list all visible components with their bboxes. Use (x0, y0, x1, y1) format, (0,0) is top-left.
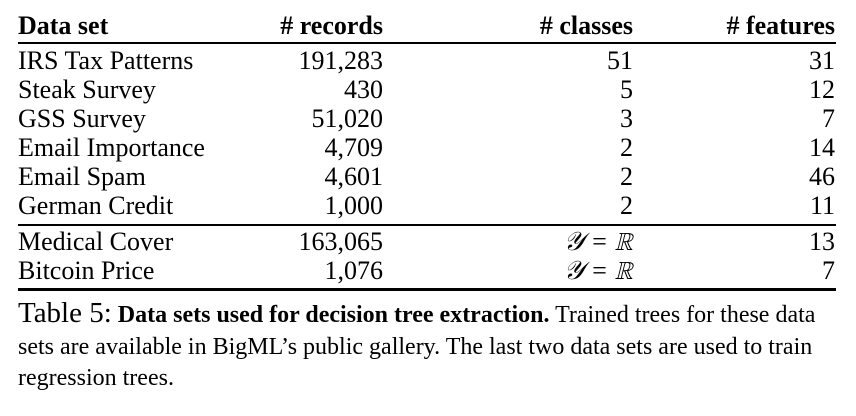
cell-data-set: IRS Tax Patterns (18, 46, 194, 75)
cell-features: 7 (822, 256, 835, 285)
caption-label: Table 5: (18, 297, 112, 329)
table-row: Bitcoin Price 1,076 𝒴 = ℝ 7 (18, 256, 836, 285)
cell-records: 430 (344, 75, 383, 104)
cell-features: 12 (809, 75, 835, 104)
cell-features: 14 (809, 133, 835, 162)
caption-text: Trained trees for these data sets are av… (18, 302, 816, 391)
cell-classes: 𝒴 = ℝ (563, 227, 633, 256)
cell-data-set: Bitcoin Price (18, 256, 155, 285)
table-row: Medical Cover 163,065 𝒴 = ℝ 13 (18, 227, 836, 256)
header-features: # features (726, 11, 835, 40)
cell-features: 31 (809, 46, 835, 75)
table-row: German Credit 1,000 2 11 (18, 191, 836, 220)
cell-data-set: Medical Cover (18, 227, 174, 256)
cell-classes: 2 (620, 133, 633, 162)
cell-records: 1,076 (324, 256, 384, 285)
cell-data-set: Steak Survey (18, 75, 156, 104)
cell-features: 7 (822, 104, 835, 133)
cell-features: 13 (809, 227, 835, 256)
cell-data-set: GSS Survey (18, 104, 146, 133)
table-caption: Table 5: Data sets used for decision tre… (18, 297, 838, 395)
header-rule (18, 42, 836, 44)
table-row: IRS Tax Patterns 191,283 51 31 (18, 46, 836, 75)
header-records: # records (280, 11, 383, 40)
cell-features: 11 (809, 191, 835, 220)
cell-records: 163,065 (298, 227, 384, 256)
cell-classes: 51 (607, 46, 633, 75)
cell-records: 191,283 (298, 46, 384, 75)
caption-title: Data sets used for decision tree extract… (117, 302, 550, 328)
cell-classes: 3 (620, 104, 633, 133)
table-row: Email Spam 4,601 2 46 (18, 162, 836, 191)
cell-classes: 2 (620, 162, 633, 191)
table-row: Email Importance 4,709 2 14 (18, 133, 836, 162)
header-data-set: Data set (18, 11, 109, 40)
cell-records: 1,000 (324, 191, 384, 220)
cell-records: 4,709 (324, 133, 384, 162)
cell-records: 51,020 (311, 104, 384, 133)
cell-features: 46 (809, 162, 835, 191)
cell-data-set: Email Importance (18, 133, 205, 162)
header-classes: # classes (539, 11, 633, 40)
mid-rule (18, 224, 836, 226)
table-row: Steak Survey 430 5 12 (18, 75, 836, 104)
table-row: GSS Survey 51,020 3 7 (18, 104, 836, 133)
cell-classes: 𝒴 = ℝ (563, 256, 633, 285)
cell-classes: 5 (620, 75, 633, 104)
cell-data-set: Email Spam (18, 162, 146, 191)
table-header-row: Data set # records # classes # features (18, 11, 836, 40)
cell-data-set: German Credit (18, 191, 174, 220)
bottom-rule (18, 288, 836, 291)
cell-records: 4,601 (324, 162, 384, 191)
cell-classes: 2 (620, 191, 633, 220)
